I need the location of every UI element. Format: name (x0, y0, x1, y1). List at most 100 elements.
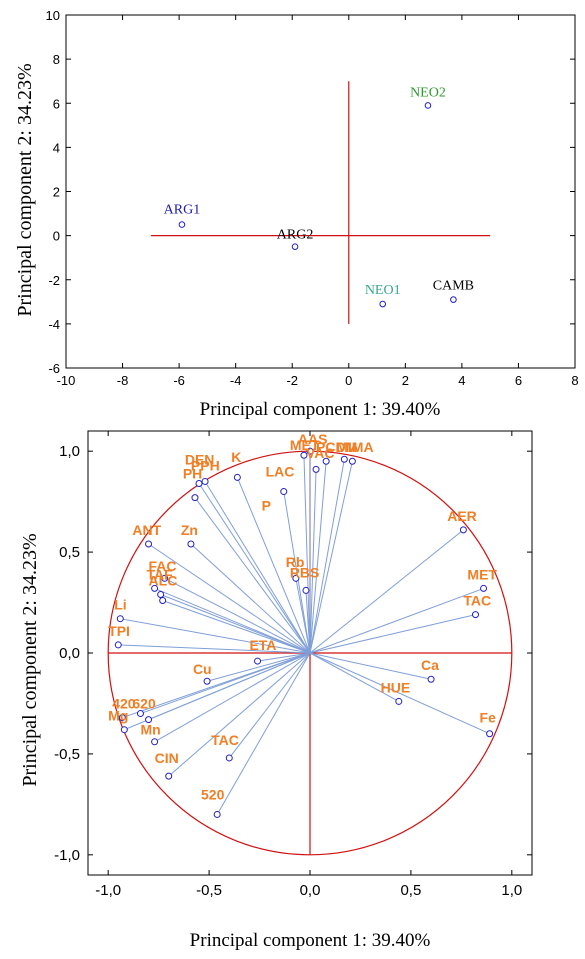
scores-y-tick-label: 8 (53, 52, 60, 67)
loading-marker (161, 574, 169, 582)
loading-variable-label: VAC (306, 445, 335, 461)
loading-vector-line (162, 600, 311, 654)
loading-variable-label: LAC (266, 463, 295, 479)
loading-variable-label: RBS (290, 564, 320, 580)
loading-vector-line (154, 652, 311, 743)
loading-marker (195, 479, 203, 487)
loadings-y-tick-label: -0,5 (54, 746, 80, 763)
loading-variable-label: MET (290, 437, 320, 453)
loading-vector-line (194, 497, 311, 654)
loading-marker (114, 641, 122, 649)
loading-vector-line (309, 459, 345, 654)
loading-vector-line (118, 644, 311, 654)
loading-variable-label: Mg (108, 708, 128, 724)
scores-x-axis-label: Principal component 1: 39.40% (200, 399, 441, 420)
loading-variable-label: TAF (147, 566, 174, 582)
loading-marker (203, 677, 211, 685)
loading-marker (151, 584, 159, 592)
loadings-x-tick-label: 0,0 (300, 882, 321, 899)
scores-y-tick-label: 4 (53, 140, 60, 155)
loading-marker (292, 574, 300, 582)
scores-point-marker (424, 102, 432, 109)
loading-variable-label: DEN (185, 451, 215, 467)
loading-vector-line (309, 469, 317, 654)
loading-vector-line (164, 577, 311, 654)
loading-marker (459, 526, 467, 534)
scores-y-tick-label: 2 (53, 185, 60, 200)
loading-marker (348, 457, 356, 465)
loading-variable-label: Cu (193, 661, 212, 677)
loading-marker (145, 716, 153, 724)
loading-vector-line (236, 477, 311, 654)
loading-vector-line (257, 652, 311, 662)
loading-vector-line (309, 652, 490, 735)
loading-vector-line (309, 587, 484, 654)
scores-point-marker (450, 296, 457, 303)
loading-variable-label: PCDM (316, 439, 357, 455)
loading-vector-line (295, 578, 311, 654)
loadings-y-tick-label: -1,0 (54, 847, 80, 864)
scores-point-label: ARG1 (164, 203, 201, 218)
loading-marker (165, 772, 173, 780)
scores-x-tick-label: 4 (458, 373, 465, 388)
loading-marker (302, 586, 310, 594)
loadings-x-tick-label: -0,5 (196, 882, 222, 899)
scores-y-tick-label: -4 (48, 317, 60, 332)
scores-point-group: ARG1 ARG2 NEO1 NEO2 CAMB (164, 85, 474, 308)
scores-x-tick-label: 0 (345, 373, 352, 388)
loading-variable-label: K (231, 449, 241, 465)
loading-vector-line (283, 491, 311, 654)
loading-vector-line (168, 652, 311, 777)
loading-variable-label: Mn (140, 722, 160, 738)
scores-point-label: NEO1 (365, 283, 401, 298)
loading-marker (306, 447, 314, 455)
loading-marker (151, 738, 159, 746)
scores-plot-frame (65, 14, 576, 369)
loading-vector-line (198, 483, 311, 654)
loading-marker (322, 457, 330, 465)
loading-marker (116, 615, 124, 623)
loading-marker (395, 697, 403, 705)
loading-variable-label: PPH (191, 457, 220, 473)
scores-y-tick-label: 10 (46, 8, 60, 23)
scores-plot: -10 -8 -6 -4 -2 0 2 4 6 8 -6 -4 -2 0 2 4 6 8 10 ARG1 ARG2 NE… (14, 8, 579, 420)
loading-variable-label: Rb (286, 554, 305, 570)
loading-variable-label: ALC (149, 572, 178, 588)
scores-x-tick-label: -8 (117, 373, 129, 388)
loading-variable-label: MIMA (336, 439, 373, 455)
loading-variable-label: P (262, 498, 271, 514)
loading-marker (300, 451, 308, 459)
loading-marker (187, 540, 195, 548)
loading-marker (486, 730, 494, 738)
loading-marker (471, 611, 479, 619)
loadings-line-group (118, 451, 490, 815)
scores-y-tick-label: -2 (48, 273, 60, 288)
loading-marker (157, 590, 165, 598)
loading-variable-label: AER (447, 508, 477, 524)
loading-variable-label: AAS (298, 431, 328, 447)
loading-variable-label: PH (183, 465, 202, 481)
loading-vector-line (309, 461, 353, 654)
loading-marker (145, 540, 153, 548)
loadings-x-tick-label: 1,0 (501, 882, 522, 899)
scores-x-tick-label: -4 (230, 373, 242, 388)
scores-reference-lines (150, 81, 491, 324)
loading-marker (254, 657, 262, 665)
scores-point-label: NEO2 (410, 85, 446, 100)
loading-variable-label: MET (467, 566, 497, 582)
loading-vector-line (216, 652, 311, 815)
loading-marker (280, 488, 288, 496)
loading-variable-label: Fe (480, 710, 497, 726)
scores-x-tick-label: -6 (173, 373, 185, 388)
loading-marker (225, 754, 233, 762)
loading-marker (427, 675, 435, 683)
scores-tick-group: -10 -8 -6 -4 -2 0 2 4 6 8 -6 -4 -2 0 2 4 6 8 10 (46, 8, 579, 388)
loadings-plot: -1,0-1,0-0,5-0,50,00,00,50,51,01,0 AASME… (19, 430, 533, 951)
scores-y-tick-label: 0 (53, 229, 60, 244)
loadings-y-tick-label: 0,5 (59, 544, 80, 561)
loading-vector-line (309, 614, 476, 654)
scores-point-marker (379, 300, 387, 308)
scores-x-tick-label: 6 (515, 373, 522, 388)
loading-vector-line (160, 594, 311, 654)
